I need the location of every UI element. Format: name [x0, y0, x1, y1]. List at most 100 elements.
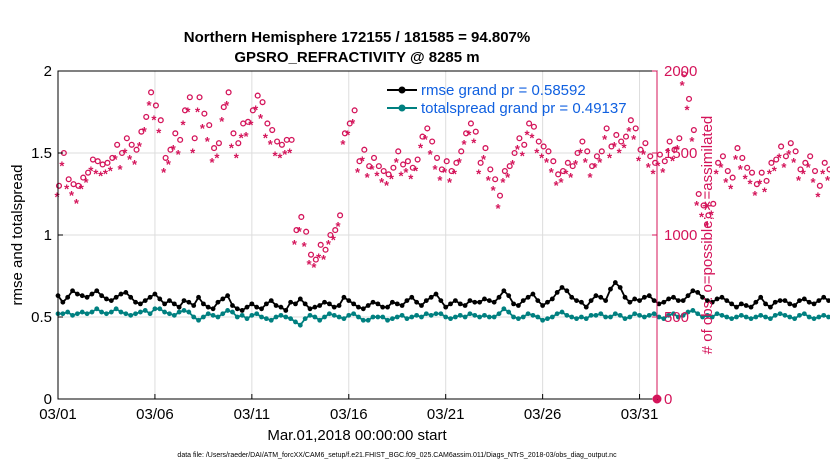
spread-point [389, 316, 395, 322]
obs-assimilated-point: * [796, 173, 802, 188]
legend-rmse-label: rmse grand pr = 0.58592 [421, 82, 586, 99]
rmse-point [671, 294, 676, 300]
obs-assimilated-point: * [365, 170, 371, 185]
rmse-point [142, 298, 148, 303]
obs-assimilated-point: * [699, 209, 705, 224]
spread-point [758, 312, 764, 318]
rmse-point [215, 299, 221, 305]
rmse-point [574, 298, 579, 303]
rmse-point [588, 298, 594, 303]
obs-possible-point [613, 131, 620, 139]
rmse-point [758, 294, 764, 300]
obs-assimilated-point: * [93, 167, 99, 182]
spread-point [671, 311, 676, 317]
spread-point [186, 309, 192, 315]
obs-assimilated-point: * [752, 188, 758, 203]
rmse-point [389, 299, 395, 305]
rmse-point [365, 303, 371, 308]
obs-assimilated-point: * [336, 219, 342, 234]
rmse-point [375, 301, 381, 307]
obs-assimilated-point: * [738, 162, 744, 177]
x-tick-label: 03/26 [524, 406, 562, 423]
rmse-point [583, 304, 589, 310]
obs-possible-point [177, 136, 184, 143]
spread-point [763, 314, 768, 320]
spread-point [104, 311, 109, 317]
spread-point [215, 314, 221, 320]
rmse-point [360, 306, 366, 312]
rmse-point [826, 298, 830, 303]
obs-assimilated-point: * [54, 190, 60, 205]
rmse-point [191, 303, 197, 308]
spread-point [816, 314, 822, 320]
rmse-point [60, 299, 66, 305]
rmse-point [230, 303, 235, 308]
rmse-point [559, 285, 565, 290]
rmse-point [482, 296, 487, 302]
obs-assimilated-point: * [413, 163, 419, 178]
rmse-point [409, 294, 415, 300]
obs-assimilated-point: * [79, 181, 85, 196]
obs-assimilated-point: * [258, 111, 264, 126]
obs-assimilated-point: * [825, 173, 830, 188]
rmse-point [167, 298, 172, 303]
rmse-point [65, 294, 71, 300]
y-axis-right: 0 500 1000 1500 2000 [652, 63, 697, 408]
obs-possible-point [472, 128, 479, 135]
obs-possible-point [400, 161, 407, 168]
rmse-point [225, 293, 231, 299]
obs-assimilated-point: * [229, 140, 235, 155]
obs-possible-point [589, 163, 596, 170]
spread-point [598, 311, 604, 317]
rmse-point [234, 306, 240, 312]
rmse-point [535, 298, 541, 303]
spread-point [210, 312, 216, 318]
obs-possible-point [351, 107, 358, 114]
obs-possible-point [811, 167, 819, 175]
spread-point [700, 314, 705, 320]
rmse-point [801, 296, 807, 302]
obs-possible-point [540, 143, 547, 150]
obs-possible-point [676, 135, 683, 142]
obs-possible-point [356, 158, 363, 165]
spread-point [128, 312, 134, 318]
spread-point [113, 306, 119, 312]
spread-point [782, 312, 788, 318]
obs-assimilated-point: * [641, 147, 647, 162]
obs-assimilated-point: * [214, 150, 220, 165]
obs-assimilated-point: * [525, 127, 531, 142]
obs-possible-point [322, 246, 329, 253]
spread-point [806, 314, 812, 320]
obs-assimilated-point: * [617, 145, 623, 160]
spread-point [220, 311, 226, 317]
obs-assimilated-point: * [723, 175, 729, 190]
obs-possible-point [143, 113, 150, 120]
spread-point [457, 312, 463, 318]
obs-assimilated-point: * [772, 163, 778, 178]
obs-possible-point [724, 167, 731, 175]
obs-assimilated-point: * [132, 157, 138, 172]
rmse-point [680, 298, 686, 303]
spread-point [399, 312, 405, 318]
obs-assimilated-point: * [762, 185, 768, 200]
rmse-point [79, 293, 85, 299]
obs-assimilated-point: * [122, 145, 128, 160]
spread-point [545, 316, 550, 322]
obs-possible-point [366, 163, 373, 170]
obs-possible-point [123, 135, 130, 142]
rmse-point [637, 298, 642, 303]
obs-possible-point [821, 159, 828, 166]
rmse-point [501, 288, 507, 294]
spread-point [249, 312, 255, 318]
obs-assimilated-point: * [384, 178, 390, 193]
rmse-point [123, 290, 129, 295]
spread-point [656, 314, 662, 320]
obs-possible-point [80, 174, 87, 181]
obs-possible-point [579, 138, 586, 145]
rmse-point [278, 304, 284, 310]
rmse-point [351, 301, 357, 307]
spread-point [743, 314, 749, 320]
spread-point [748, 316, 754, 322]
obs-possible-point [598, 148, 605, 155]
spread-point [200, 314, 206, 320]
